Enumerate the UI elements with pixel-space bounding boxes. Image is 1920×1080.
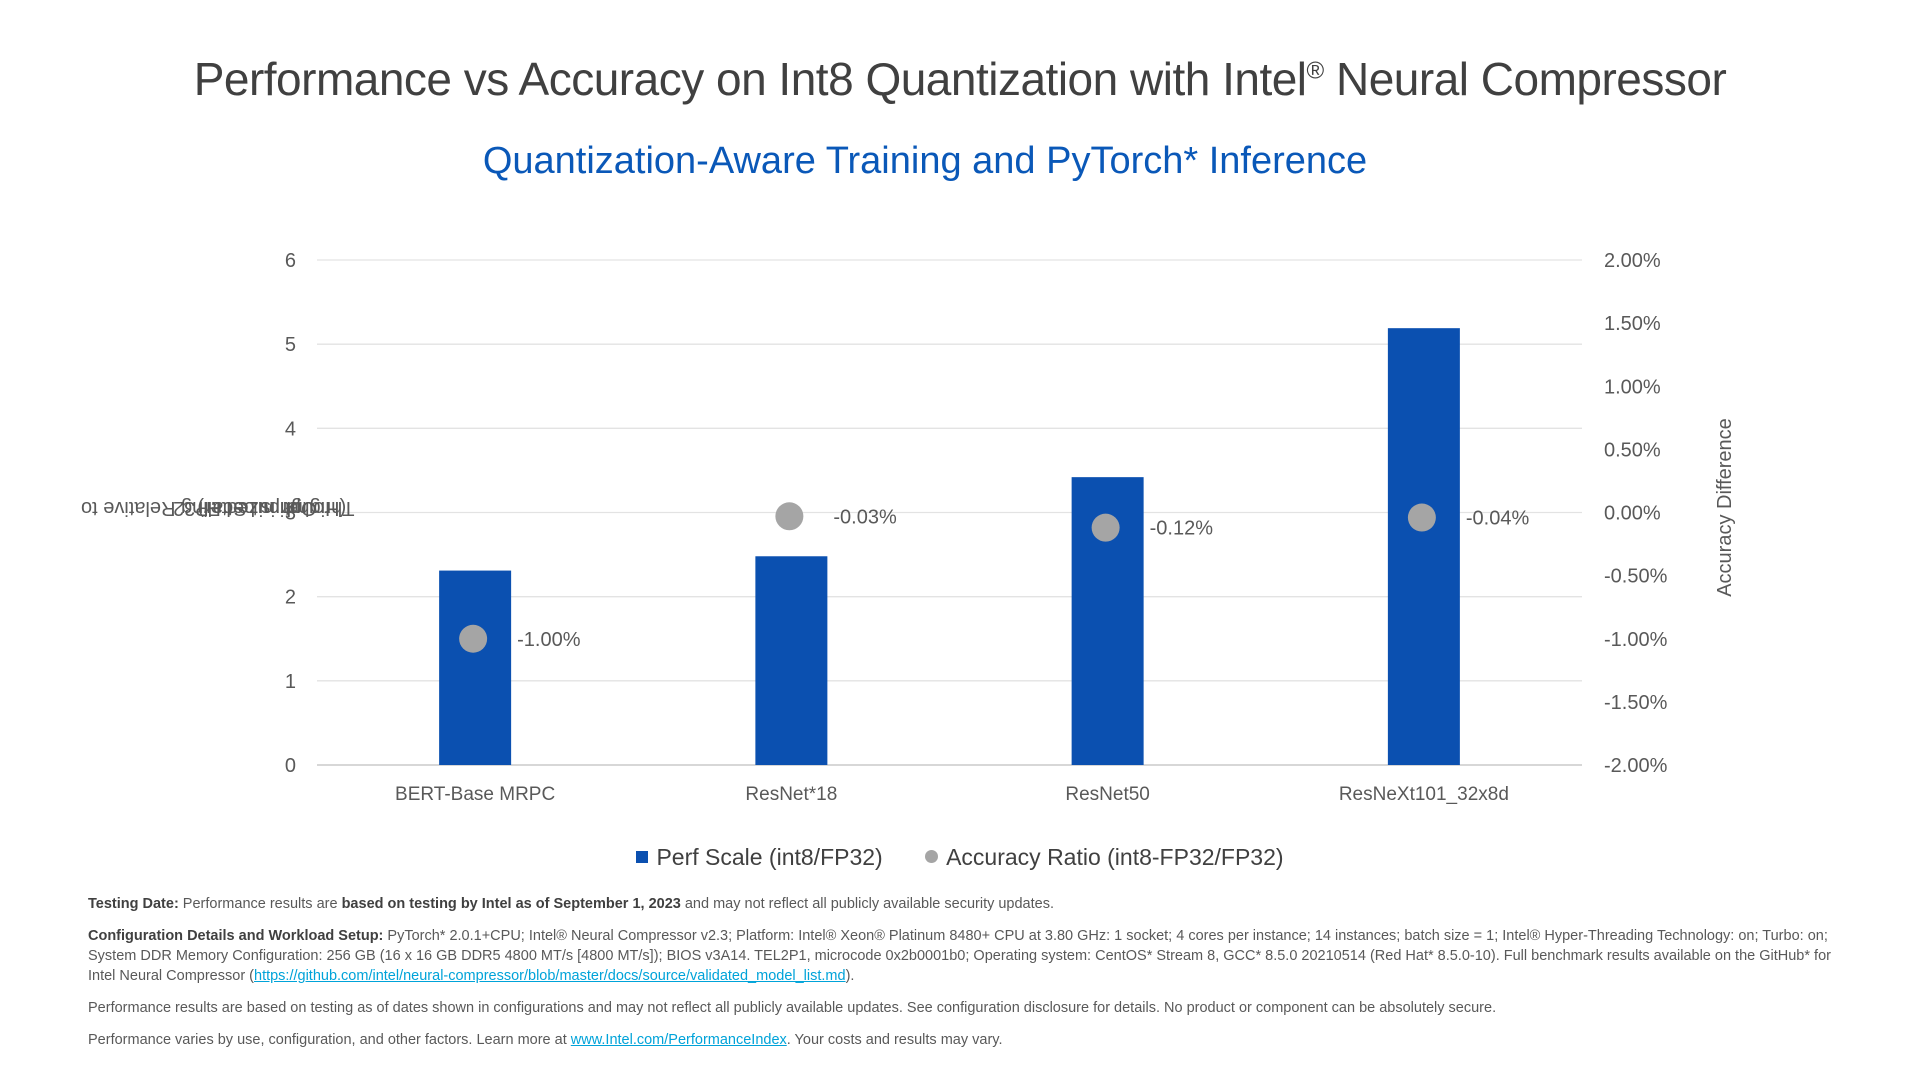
y-tick-label: 1 (285, 671, 296, 693)
y2-tick-label: 0.00% (1604, 503, 1661, 525)
validated-model-list-link[interactable]: https://github.com/intel/neural-compress… (254, 968, 846, 984)
x-tick-label: ResNeXt101_32x8d (1339, 784, 1509, 805)
accuracy-data-label: -0.12% (1150, 518, 1214, 540)
perf-text-2: . Your costs and results may vary. (786, 1032, 1003, 1048)
y2-axis-title: Accuracy Difference (1705, 342, 1745, 672)
accuracy-data-label: -1.00% (517, 629, 581, 651)
testing-bold: based on testing by Intel as of Septembe… (341, 896, 681, 912)
y2-tick-label: -2.00% (1604, 755, 1668, 777)
y2-axis-title-text: Accuracy Difference (1713, 417, 1736, 597)
x-tick-label: BERT-Base MRPC (395, 784, 555, 805)
y-axis-title-line-3: (Higher is better) (197, 496, 347, 519)
y-tick-label: 6 (285, 250, 296, 272)
bar-2 (755, 556, 828, 765)
y2-tick-label: -1.00% (1604, 629, 1668, 651)
accuracy-data-label: -0.03% (833, 506, 897, 528)
y2-tick-label: 2.00% (1604, 250, 1661, 272)
y-tick-label: 2 (285, 587, 296, 609)
chart-svg: 0 1 2 3 4 5 6 -2.00% -1.50% -1.00% -0.50% 0.00% 0.5… (285, 250, 1668, 805)
legend: Perf Scale (int8/FP32) Accuracy Ratio (i… (0, 844, 1920, 871)
legend-item-accuracy: Accuracy Ratio (int8-FP32/FP32) (925, 844, 1284, 871)
chart-title: Performance vs Accuracy on Int8 Quantiza… (0, 52, 1920, 106)
config-text: PyTorch* 2.0.1+CPU; Intel® Neural Compre… (88, 928, 1831, 984)
footnote-performance: Performance varies by use, configuration… (88, 1030, 1848, 1050)
y-tick-label: 0 (285, 755, 296, 777)
y2-tick-label: 1.00% (1604, 376, 1661, 398)
accuracy-data-label: -0.04% (1466, 508, 1530, 530)
performance-index-link[interactable]: www.Intel.com/PerformanceIndex (570, 1032, 787, 1048)
accuracy-point-4 (1407, 503, 1436, 532)
x-tick-label: ResNet*18 (745, 784, 837, 805)
bar-4 (1387, 328, 1460, 765)
testing-text-1: Performance results are (178, 896, 342, 912)
perf-text-1: Performance varies by use, configuration… (88, 1032, 571, 1048)
legend-swatch-dot (925, 850, 939, 863)
registered-mark: ® (1306, 57, 1325, 85)
title-end: Neural Compressor (1323, 53, 1727, 105)
title-text: Performance vs Accuracy on Int8 Quantiza… (193, 53, 1307, 105)
y-tick-label: 4 (285, 418, 296, 440)
config-label: Configuration Details and Workload Setup… (88, 928, 384, 944)
footnote-disclaimer: Performance results are based on testing… (88, 1000, 1497, 1016)
footnote-testing-date: Testing Date: Performance results are ba… (88, 894, 1848, 914)
footnotes: Testing Date: Performance results are ba… (88, 894, 1848, 1062)
accuracy-point-1 (459, 624, 488, 653)
y-tick-label: 3 (285, 503, 296, 525)
testing-text-2: and may not reflect all publicly availab… (680, 896, 1054, 912)
footnote-config: Configuration Details and Workload Setup… (88, 926, 1848, 986)
y2-tick-label: -0.50% (1604, 566, 1668, 588)
testing-date-label: Testing Date: (88, 896, 179, 912)
x-tick-label: ResNet50 (1065, 784, 1150, 805)
legend-item-perf: Perf Scale (int8/FP32) (636, 844, 883, 871)
config-end: ). (845, 968, 855, 984)
y2-tick-label: 0.50% (1604, 439, 1661, 461)
legend-label-perf: Perf Scale (int8/FP32) (656, 844, 883, 870)
y2-tick-label: -1.50% (1604, 692, 1668, 714)
accuracy-point-3 (1091, 513, 1120, 542)
chart-subtitle: Quantization-Aware Training and PyTorch*… (482, 140, 1368, 182)
bar-1 (439, 570, 512, 765)
legend-label-accuracy: Accuracy Ratio (int8-FP32/FP32) (946, 844, 1284, 870)
y2-tick-label: 1.50% (1604, 313, 1661, 335)
accuracy-point-2 (775, 502, 804, 531)
y-tick-label: 5 (285, 334, 296, 356)
legend-swatch-bar (636, 851, 649, 863)
y-axis-title: Throughput Scaling Relative to Optimized… (81, 342, 355, 672)
